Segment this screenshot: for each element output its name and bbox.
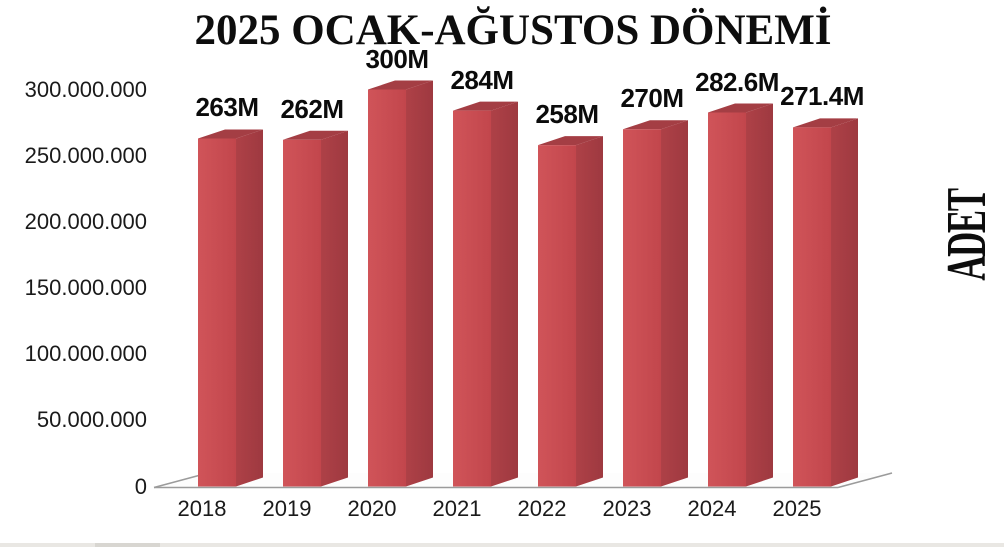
x-axis-label-2021: 2021 [432, 496, 482, 521]
x-axis-label-2024: 2024 [687, 496, 737, 521]
bar-2025-side [831, 118, 858, 487]
bar-value-label-2024: 282.6M [695, 66, 779, 97]
y-axis-tick-250.000.000: 250.000.000 [24, 142, 147, 168]
bar-2021-front [453, 110, 491, 487]
right-axis-label: ADET [936, 189, 998, 281]
bar-2020-front [368, 89, 406, 487]
bar-2021-top [453, 101, 518, 111]
bar-2019-side [321, 130, 348, 487]
x-axis-label-2020: 2020 [347, 496, 397, 521]
y-axis-tick-200.000.000: 200.000.000 [24, 208, 147, 234]
bar-2024-top [708, 103, 773, 113]
chart-title: 2025 OCAK-AĞUSTOS DÖNEMİ [194, 7, 832, 54]
y-axis-tick-300.000.000: 300.000.000 [24, 76, 147, 102]
floor-right-edge [837, 472, 893, 489]
bar-value-label-2018: 263M [195, 92, 259, 123]
y-axis-tick-50.000.000: 50.000.000 [36, 407, 147, 433]
bar-2018-top [198, 129, 263, 139]
bar-value-label-2019: 262M [280, 93, 344, 124]
bar-2025-front [793, 127, 831, 487]
y-axis-tick-150.000.000: 150.000.000 [24, 275, 147, 300]
bar-2025-top [793, 118, 858, 128]
bar-2022-front [538, 145, 576, 487]
bar-2023-front [623, 129, 661, 487]
x-axis-label-2022: 2022 [517, 496, 567, 521]
bar-value-label-2022: 258M [535, 99, 599, 130]
bar-value-label-2021: 284M [450, 64, 514, 95]
bar-2023-side [661, 120, 688, 487]
bar-2020-side [406, 80, 433, 487]
bar-2021-side [491, 101, 518, 487]
bar-2018-front [198, 138, 236, 487]
bar-value-label-2020: 300M [365, 43, 429, 74]
bar-2023-top [623, 120, 688, 130]
bar-2019-top [283, 130, 348, 140]
bar-value-label-2025: 271.4M [780, 81, 864, 112]
bar-2022-side [576, 136, 603, 487]
bar-2020-top [368, 80, 433, 90]
x-axis-label-2023: 2023 [602, 496, 652, 521]
x-axis-label-2018: 2018 [177, 496, 227, 521]
bar-2024-side [746, 103, 773, 487]
y-axis-tick-100.000.000: 100.000.000 [24, 341, 147, 367]
bar-2019-front [283, 139, 321, 487]
x-axis-label-2019: 2019 [262, 496, 312, 521]
chart-floor [154, 473, 892, 488]
x-axis-label-2025: 2025 [772, 496, 822, 521]
bar-value-label-2023: 270M [620, 83, 684, 114]
bar-2018-side [236, 129, 263, 487]
bar-2022-top [538, 136, 603, 146]
progress-segment [95, 543, 160, 547]
bar-2024-front [708, 112, 746, 487]
y-axis-tick-0: 0 [134, 473, 147, 499]
video-progress-bar[interactable] [0, 543, 1004, 547]
